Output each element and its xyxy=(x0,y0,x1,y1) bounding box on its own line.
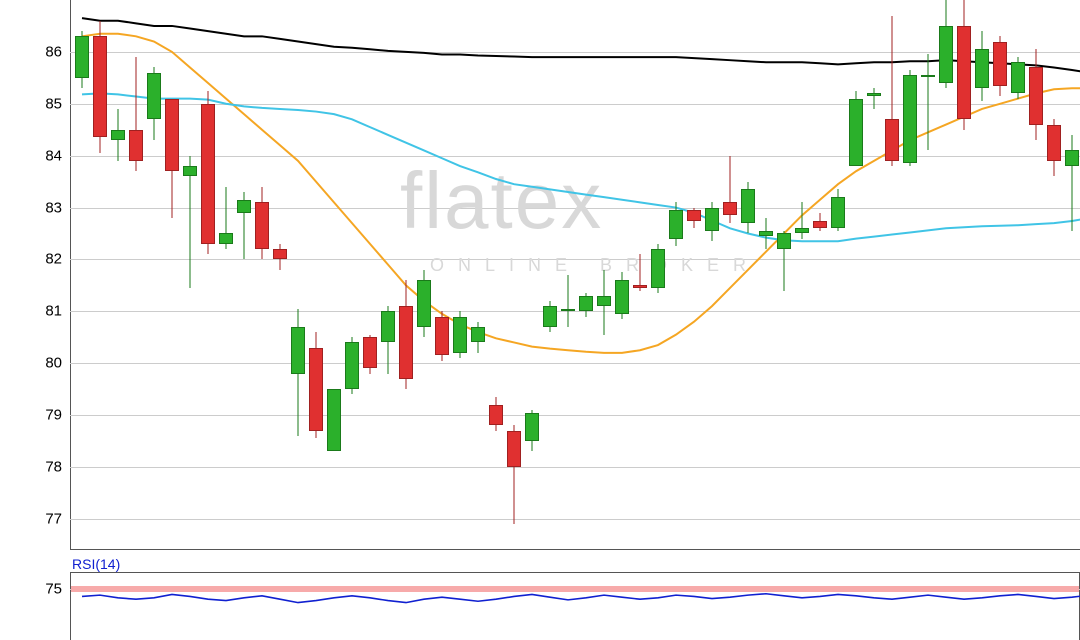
rsi-line-path xyxy=(82,594,1080,603)
chart-page: { "price_chart": { "type": "candlestick"… xyxy=(0,0,1080,640)
rsi-line xyxy=(0,0,1080,640)
